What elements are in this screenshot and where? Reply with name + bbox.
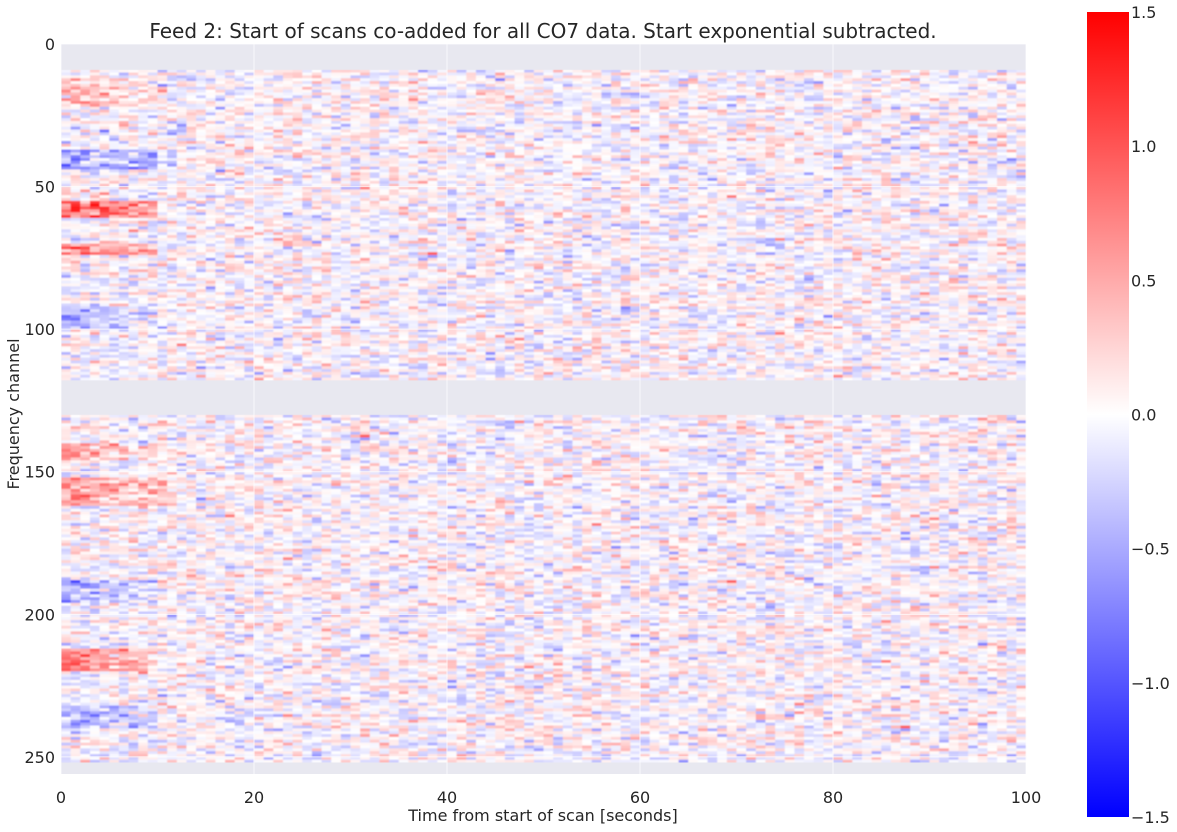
y-tick-label: 250 [24, 748, 55, 767]
chart-title: Feed 2: Start of scans co-added for all … [149, 19, 936, 43]
masked-band [61, 380, 1026, 415]
grid-lines [60, 43, 1027, 774]
colorbar-tick-label: 0.5 [1131, 271, 1156, 290]
colorbar-gradient [1087, 12, 1129, 817]
colorbar-tick-label: 1.5 [1131, 3, 1156, 22]
colorbar: 1.5 1.0 0.5 0.0 −0.5 −1.0 −1.5 [1087, 3, 1170, 827]
y-tick-label: 200 [24, 605, 55, 624]
colorbar-tick-label: −1.0 [1131, 674, 1170, 693]
heatmap-cells [61, 69, 1027, 763]
colorbar-tick-label: −0.5 [1131, 540, 1170, 559]
y-tick-label: 50 [35, 178, 55, 197]
masked-band [61, 44, 1026, 70]
plot-area [60, 43, 1027, 774]
x-tick-label: 80 [823, 788, 843, 807]
y-tick-label: 0 [45, 35, 55, 54]
x-tick-label: 0 [56, 788, 66, 807]
y-axis-label: Frequency channel [4, 338, 23, 489]
masked-bands [61, 44, 1026, 774]
colorbar-ticks: 1.5 1.0 0.5 0.0 −0.5 −1.0 −1.5 [1131, 3, 1170, 827]
x-tick-label: 100 [1011, 788, 1042, 807]
colorbar-tick-label: 0.0 [1131, 406, 1156, 425]
y-tick-label: 150 [24, 463, 55, 482]
colorbar-tick-label: 1.0 [1131, 137, 1156, 156]
x-axis-label: Time from start of scan [seconds] [407, 806, 677, 825]
x-tick-label: 60 [630, 788, 650, 807]
y-tick-label: 100 [24, 320, 55, 339]
x-tick-label: 40 [437, 788, 457, 807]
colorbar-tick-label: −1.5 [1131, 808, 1170, 827]
x-tick-label: 20 [244, 788, 264, 807]
masked-band [61, 762, 1026, 774]
x-axis: 0 20 40 60 80 100 [56, 788, 1041, 807]
y-axis: 0 50 100 150 200 250 [24, 35, 55, 767]
